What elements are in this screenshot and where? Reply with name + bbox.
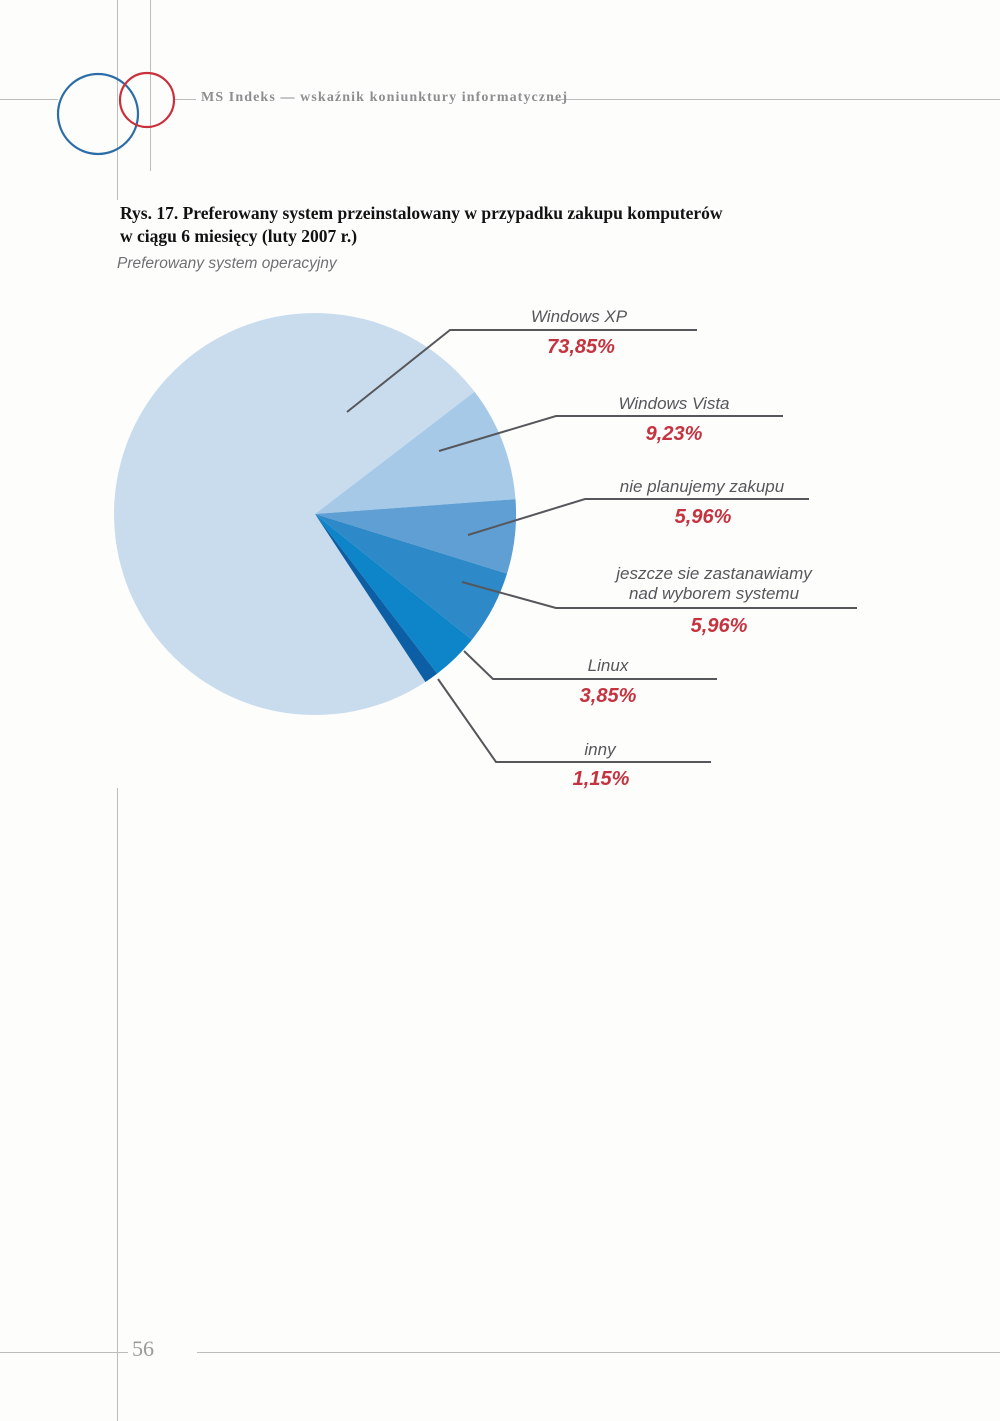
pie-slice-5 [315,514,472,674]
header-ornament [0,0,1000,200]
callout-line-5 [463,650,717,680]
pie-value-windows-vista: 9,23% [645,423,703,445]
pie-value-linux: 3,85% [579,685,637,707]
pie-slice-1 [114,313,475,716]
figure-caption: Rys. 17. Preferowany system przeinstalow… [120,202,860,248]
pie-slice-4 [315,514,507,640]
pie-slice-6 [315,514,438,682]
pie-label-windows-xp: Windows XP [530,307,628,326]
pie-label-inny: inny [584,740,616,759]
callout-line-6 [437,678,711,763]
pie-chart [114,313,857,763]
pie-label-nie-planujemy-zakupu: nie planujemy zakupu [619,477,785,496]
pie-slice-3 [315,499,517,574]
callout-line-3 [467,498,809,536]
chart-subtitle: Preferowany system operacyjny [117,255,337,272]
pie-value-nie-planujemy-zakupu: 5,96% [674,506,732,528]
callout-line-2 [438,415,783,452]
figure-caption-line1: Rys. 17. Preferowany system przeinstalow… [120,203,723,223]
callout-line-1 [346,329,697,413]
logo-circle-red [118,71,176,129]
pie-value-windows-xp: 73,85% [547,336,615,358]
footer-ornament [0,788,1000,1421]
pie-label-linux: Linux [587,656,629,675]
pie-value-inny: 1,15% [572,768,630,790]
logo-circle-blue [56,72,140,156]
page-number: 56 [132,1336,154,1361]
pie-slice-2 [315,391,516,514]
pie-label-jeszcze-sie-zastanawiamy: jeszcze sie zastanawiamy nad wyborem sys… [616,564,812,603]
brand-title: MS Indeks — wskaźnik koniunktury informa… [201,90,569,105]
figure-caption-line2: w ciągu 6 miesięcy (luty 2007 r.) [120,226,358,246]
pie-label-windows-vista: Windows Vista [618,394,730,413]
pie-value-jeszcze-sie-zastanawiamy: 5,96% [690,615,748,637]
callout-line-4 [461,581,857,609]
